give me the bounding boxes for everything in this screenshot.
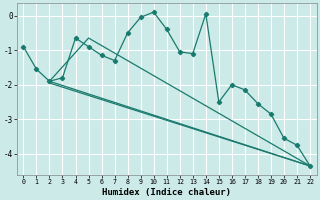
X-axis label: Humidex (Indice chaleur): Humidex (Indice chaleur) bbox=[102, 188, 231, 197]
